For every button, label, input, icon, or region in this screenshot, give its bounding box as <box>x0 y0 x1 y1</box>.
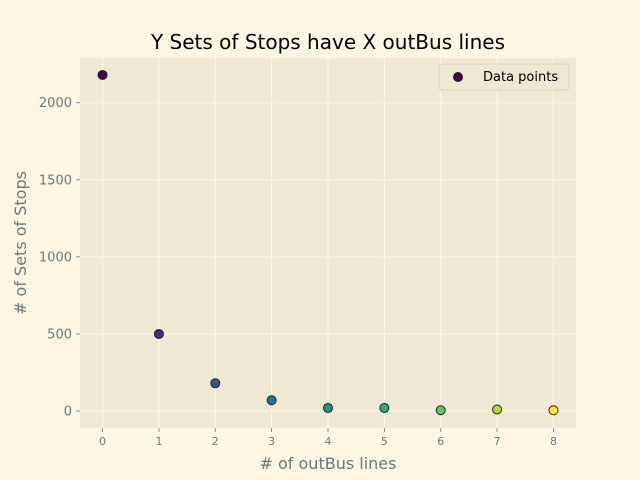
y-tick-label: 0 <box>64 405 72 420</box>
data-point <box>379 402 390 413</box>
y-axis-ticks: 0 500 1000 1500 2000 <box>39 96 80 420</box>
y-tick-label: 2000 <box>39 96 72 111</box>
data-point <box>492 404 503 415</box>
x-tick-label: 3 <box>268 435 275 448</box>
data-point <box>435 405 446 416</box>
legend: Data points <box>438 63 570 91</box>
chart-title: Y Sets of Stops have X outBus lines <box>150 30 505 54</box>
data-points <box>97 69 559 416</box>
data-point <box>323 402 333 413</box>
legend-box <box>438 63 570 91</box>
x-tick-label: 2 <box>212 435 219 448</box>
data-point <box>266 395 277 406</box>
y-tick-label: 1000 <box>39 250 72 265</box>
data-point <box>153 328 164 339</box>
legend-marker <box>453 72 463 82</box>
x-tick-label: 5 <box>381 435 388 448</box>
legend-entry-data-points: Data points <box>483 70 558 85</box>
data-point <box>548 405 559 416</box>
data-point <box>97 69 108 80</box>
x-tick-label: 7 <box>494 435 501 448</box>
x-tick-label: 0 <box>99 435 106 448</box>
y-tick-label: 500 <box>47 327 72 342</box>
y-tick-label: 1500 <box>39 173 72 188</box>
x-axis-ticks: 0 1 2 3 4 5 6 7 8 <box>99 428 557 448</box>
x-tick-label: 1 <box>155 435 162 448</box>
x-axis-label: # of outBus lines <box>260 454 397 473</box>
x-tick-label: 8 <box>550 435 557 448</box>
x-tick-label: 4 <box>325 435 332 448</box>
y-axis-label: # of Sets of Stops <box>11 171 30 315</box>
x-tick-label: 6 <box>437 435 444 448</box>
data-point <box>210 378 221 389</box>
